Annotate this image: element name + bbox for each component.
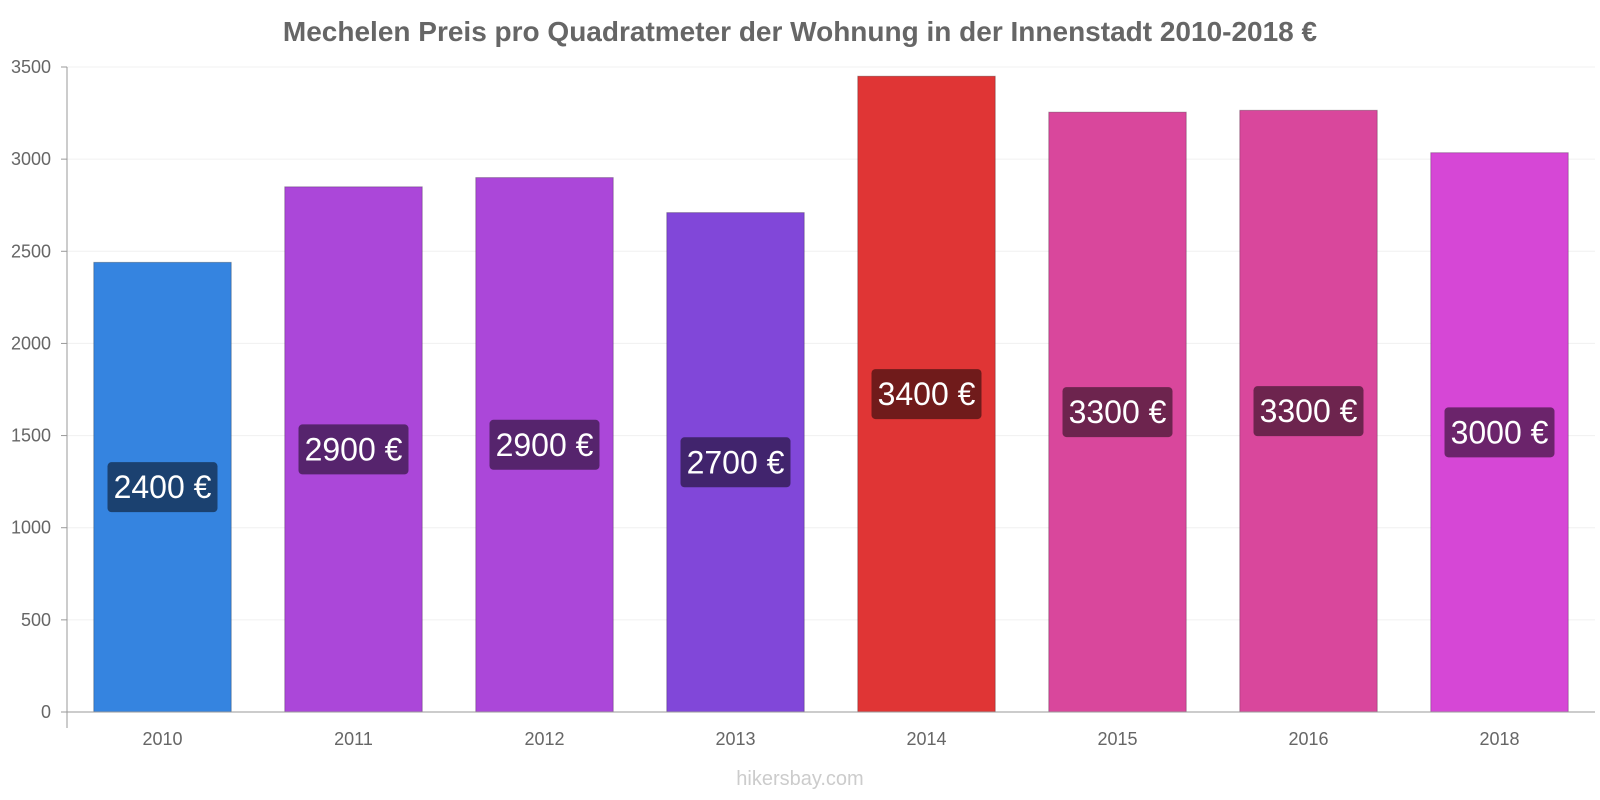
x-tick-label: 2018 <box>1479 729 1519 749</box>
y-tick-label: 0 <box>41 702 51 722</box>
value-label-box <box>107 462 218 513</box>
value-label-box <box>1444 407 1555 458</box>
x-tick-label: 2015 <box>1097 729 1137 749</box>
x-tick-label: 2011 <box>334 729 373 749</box>
value-labels: 2400 € 2900 € 2900 € 2700 € 3400 € 3300 € 3300… <box>107 369 1555 513</box>
x-tick-label: 2013 <box>715 729 755 749</box>
y-tick-label: 3500 <box>11 57 51 77</box>
x-tick-label: 2014 <box>906 729 946 749</box>
value-label: 3000 € <box>1451 414 1549 450</box>
y-tick-label: 3000 <box>11 149 51 169</box>
value-label: 3300 € <box>1069 394 1167 430</box>
y-tick-label: 1500 <box>11 426 51 446</box>
y-tick-label: 1000 <box>11 518 51 538</box>
x-tick-label: 2016 <box>1288 729 1328 749</box>
value-label: 2400 € <box>114 469 212 505</box>
watermark: hikersbay.com <box>736 768 864 790</box>
value-label-box <box>680 437 791 488</box>
value-label-box <box>298 424 409 475</box>
value-label-box <box>1253 386 1364 437</box>
chart-title: Mechelen Preis pro Quadratmeter der Wohn… <box>282 16 1318 47</box>
y-tick-label: 2000 <box>11 333 51 353</box>
value-label: 2900 € <box>496 427 594 463</box>
value-label-box <box>489 419 600 470</box>
x-tick-label: 2012 <box>524 729 564 749</box>
value-label: 3400 € <box>878 376 976 412</box>
x-tick-label: 2010 <box>142 729 182 749</box>
y-tick-label: 2500 <box>11 241 51 261</box>
y-tick-label: 500 <box>21 610 51 630</box>
axes: 0 500 1000 1500 2000 2500 3000 3500 2010 2011 2012… <box>11 57 1595 749</box>
value-label: 2700 € <box>687 444 785 480</box>
value-label-box <box>871 369 982 420</box>
value-label-box <box>1062 387 1173 438</box>
value-label: 3300 € <box>1260 393 1358 429</box>
value-label: 2900 € <box>305 431 403 467</box>
